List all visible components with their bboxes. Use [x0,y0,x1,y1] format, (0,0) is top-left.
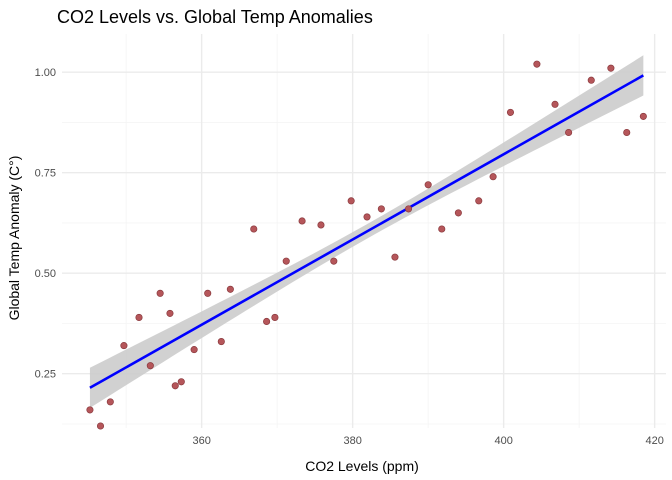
x-tick-label: 380 [343,435,361,447]
trend-line [89,74,644,389]
data-point [404,205,413,213]
data-point [96,422,105,430]
data-point [363,213,371,221]
x-tick-label: 400 [494,435,512,447]
data-point [551,100,559,108]
y-tick-label: 0.50 [35,268,56,280]
data-point [317,221,325,229]
data-point [86,406,94,414]
data-point [226,285,234,293]
y-tick-label: 0.75 [35,168,56,180]
x-tick-label: 420 [645,435,663,447]
data-point [454,209,462,217]
data-point [438,225,446,233]
data-point [190,346,198,354]
y-axis-title: Global Temp Anomaly (C°) [6,156,22,321]
data-point [623,128,631,137]
x-tick-label: 360 [192,435,210,447]
data-point [475,197,483,205]
data-point [106,398,114,406]
x-axis-title: CO2 Levels (ppm) [305,458,419,474]
grid [62,34,666,428]
data-point [177,378,185,386]
data-point [533,60,541,68]
data-point [282,257,290,265]
data-point [135,313,143,321]
regression-line [89,74,644,389]
data-point [489,173,497,181]
data-point [607,64,615,72]
data-point [330,257,338,265]
data-point [217,338,225,346]
data-point [424,181,432,189]
data-point [639,112,647,120]
data-point [156,289,164,297]
data-point [171,382,179,390]
data-point [263,317,271,326]
y-tick-label: 1.00 [35,67,56,79]
data-point [166,309,174,317]
data-point [565,128,573,137]
x-tick-labels: 360 380 400 420 [192,435,663,447]
data-point [250,225,258,233]
chart-title: CO2 Levels vs. Global Temp Anomalies [57,7,373,27]
data-point [271,313,279,321]
data-point [587,76,595,84]
y-tick-labels: 0.25 0.50 0.75 1.00 [35,67,56,381]
data-point [146,362,154,370]
y-tick-label: 0.25 [35,369,56,381]
data-point [377,205,385,213]
data-point [298,217,306,225]
data-point [391,253,399,261]
data-point [120,342,128,350]
data-points [86,60,647,430]
data-point [506,108,515,116]
data-point [204,289,212,297]
data-point [347,197,355,205]
